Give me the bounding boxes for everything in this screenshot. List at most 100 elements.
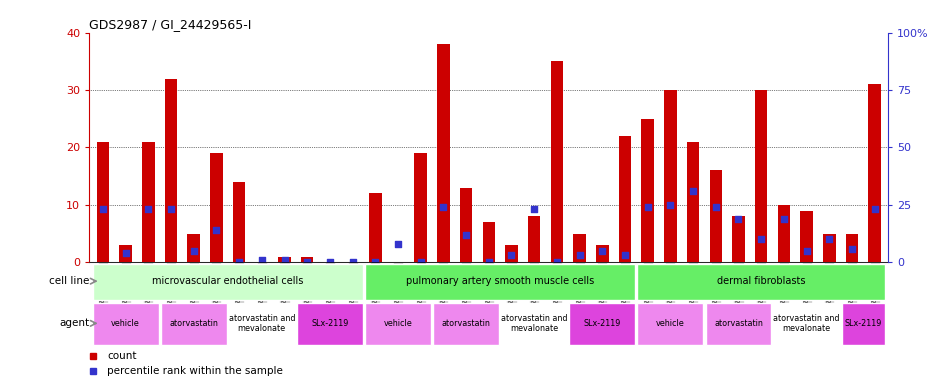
Bar	[187, 233, 200, 262]
Bar	[596, 245, 608, 262]
Text: vehicle: vehicle	[111, 319, 140, 328]
Point	[141, 207, 156, 213]
Bar	[506, 245, 518, 262]
Point	[322, 259, 337, 265]
Bar	[869, 84, 881, 262]
Bar	[161, 303, 227, 345]
Bar	[641, 119, 654, 262]
Bar	[433, 303, 499, 345]
Bar	[97, 142, 109, 262]
Bar	[93, 264, 363, 300]
Bar	[437, 44, 449, 262]
Text: atorvastatin: atorvastatin	[442, 319, 491, 328]
Point	[390, 241, 405, 247]
Bar	[365, 264, 635, 300]
Bar	[551, 61, 563, 262]
Bar	[710, 170, 722, 262]
Point	[209, 227, 224, 233]
Point	[368, 259, 383, 265]
Bar	[687, 142, 699, 262]
Text: vehicle: vehicle	[656, 319, 684, 328]
Point	[481, 259, 496, 265]
Bar	[800, 211, 813, 262]
Bar	[211, 153, 223, 262]
Text: percentile rank within the sample: percentile rank within the sample	[107, 366, 283, 376]
Point	[186, 248, 201, 254]
Bar	[365, 303, 431, 345]
Bar	[229, 303, 295, 345]
Point	[95, 207, 110, 213]
Bar	[528, 216, 540, 262]
Text: agent: agent	[59, 318, 89, 328]
Point	[754, 236, 769, 242]
Text: count: count	[107, 351, 136, 361]
Point	[595, 248, 610, 254]
Bar	[233, 182, 245, 262]
Bar	[637, 303, 703, 345]
Point	[414, 259, 429, 265]
Point	[640, 204, 655, 210]
Text: atorvastatin and
mevalonate: atorvastatin and mevalonate	[228, 314, 295, 333]
Point	[549, 259, 564, 265]
Text: atorvastatin and
mevalonate: atorvastatin and mevalonate	[501, 314, 568, 333]
Text: pulmonary artery smooth muscle cells: pulmonary artery smooth muscle cells	[406, 276, 594, 286]
Point	[345, 259, 360, 265]
Bar	[501, 303, 567, 345]
Point	[504, 252, 519, 258]
Text: dermal fibroblasts: dermal fibroblasts	[717, 276, 806, 286]
Bar	[637, 264, 885, 300]
Point	[844, 245, 859, 252]
Point	[868, 207, 883, 213]
Bar	[369, 194, 382, 262]
Bar	[301, 257, 313, 262]
Bar	[119, 245, 132, 262]
Text: SLx-2119: SLx-2119	[845, 319, 882, 328]
Point	[277, 257, 292, 263]
Text: SLx-2119: SLx-2119	[311, 319, 349, 328]
Bar	[619, 136, 632, 262]
Text: atorvastatin: atorvastatin	[714, 319, 763, 328]
Bar	[846, 233, 858, 262]
Point	[685, 188, 700, 194]
Bar	[774, 303, 839, 345]
Bar	[415, 153, 427, 262]
Bar	[460, 188, 472, 262]
Point	[255, 257, 270, 263]
Text: cell line: cell line	[50, 276, 89, 286]
Bar	[777, 205, 791, 262]
Bar	[297, 303, 363, 345]
Text: SLx-2119: SLx-2119	[584, 319, 621, 328]
Point	[572, 252, 588, 258]
Point	[731, 215, 746, 222]
Bar	[278, 257, 290, 262]
Point	[708, 204, 723, 210]
Text: vehicle: vehicle	[384, 319, 413, 328]
Point	[618, 252, 633, 258]
Bar	[732, 216, 744, 262]
Text: GDS2987 / GI_24429565-I: GDS2987 / GI_24429565-I	[89, 18, 252, 31]
Bar	[142, 142, 154, 262]
Point	[118, 250, 133, 256]
Bar	[755, 90, 767, 262]
Point	[526, 207, 541, 213]
Text: atorvastatin: atorvastatin	[169, 319, 218, 328]
Bar	[570, 303, 635, 345]
Point	[459, 232, 474, 238]
Bar	[706, 303, 772, 345]
Point	[822, 236, 837, 242]
Point	[300, 259, 315, 265]
Point	[231, 259, 246, 265]
Point	[663, 202, 678, 208]
Bar	[665, 90, 677, 262]
Text: microvascular endothelial cells: microvascular endothelial cells	[152, 276, 304, 286]
Point	[776, 215, 791, 222]
Point	[799, 248, 814, 254]
Bar	[841, 303, 885, 345]
Point	[436, 204, 451, 210]
Point	[164, 207, 179, 213]
Text: atorvastatin and
mevalonate: atorvastatin and mevalonate	[774, 314, 839, 333]
Bar	[482, 222, 495, 262]
Bar	[823, 233, 836, 262]
Bar	[573, 233, 586, 262]
Bar	[93, 303, 159, 345]
